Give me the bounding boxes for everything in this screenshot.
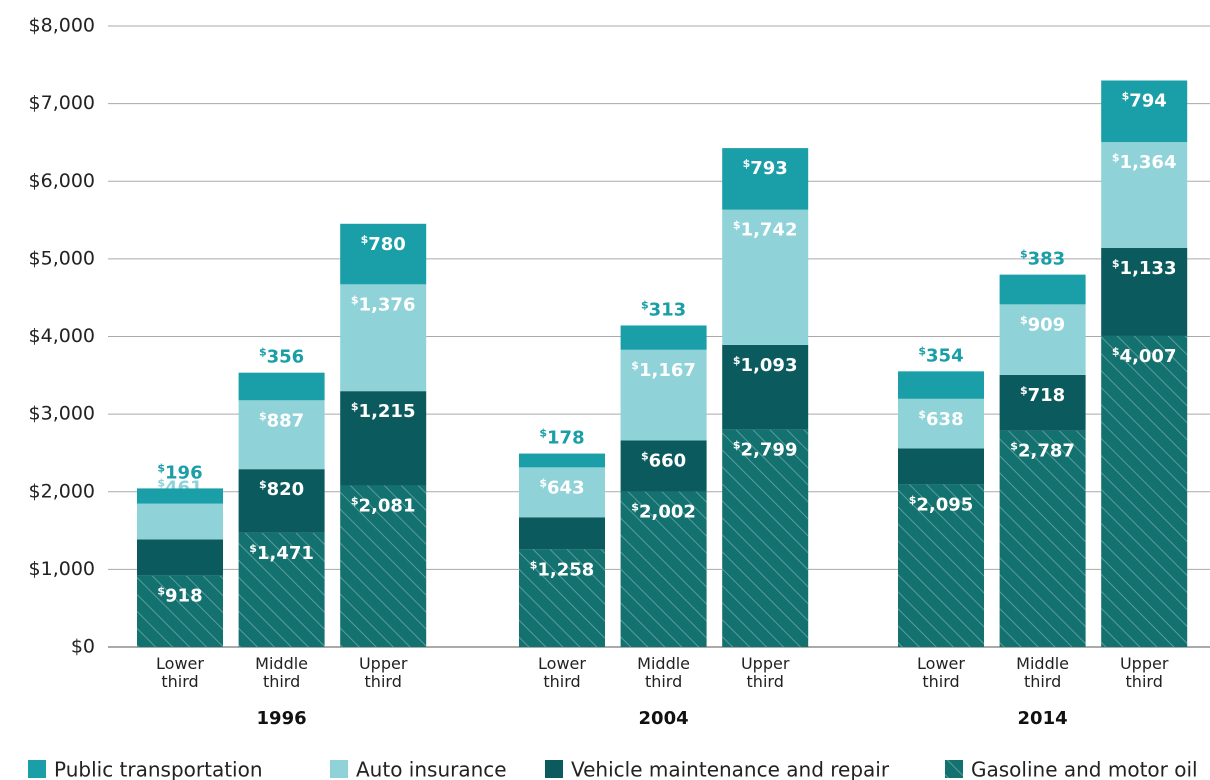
value-label: $2,081 [351, 494, 416, 516]
bar-hatch [340, 485, 427, 647]
legend-swatch [330, 760, 348, 778]
bar-segment [137, 488, 223, 504]
value-label: $2,799 [733, 439, 798, 461]
value-label: $887 [259, 409, 304, 431]
y-tick-label: $4,000 [29, 325, 95, 347]
x-tick-label: Upper third [358, 654, 408, 691]
x-tick-label: Upper third [1119, 654, 1169, 691]
bar-segment [238, 469, 325, 533]
value-label: $196 [157, 461, 202, 483]
legend-swatch [28, 760, 46, 778]
value-label: $356 [259, 346, 304, 368]
value-label: $1,376 [351, 293, 416, 315]
value-label: $2,787 [1010, 440, 1075, 462]
value-label: $660 [641, 449, 686, 471]
group-label: 2014 [1018, 708, 1068, 729]
value-label: $4,007 [1112, 345, 1177, 367]
x-tick-label: Middle third [255, 654, 309, 691]
y-tick-label: $0 [71, 636, 95, 658]
value-label: $2,002 [631, 501, 696, 523]
bar-segment [519, 467, 605, 518]
legend-hatch [945, 760, 963, 778]
bar-segment [340, 223, 427, 285]
bar-segment [238, 372, 325, 401]
value-label: $2,095 [909, 493, 974, 515]
value-label: $820 [259, 478, 304, 500]
legend-label: Public transportation [54, 758, 263, 780]
bar-segment [999, 374, 1086, 431]
value-label: $1,215 [351, 400, 416, 422]
value-label: $178 [539, 427, 584, 449]
value-label: $313 [641, 298, 686, 320]
bar-segment [620, 440, 707, 492]
bar-segment [238, 400, 325, 470]
value-label: $643 [539, 476, 584, 498]
bar-hatch [999, 430, 1086, 647]
bar-hatch [1101, 335, 1188, 647]
bar-segment [1101, 142, 1188, 249]
bar-hatch [898, 484, 984, 647]
bar-hatch [722, 429, 809, 647]
legend-swatch [545, 760, 563, 778]
group-label: 2004 [639, 708, 689, 729]
value-label: $354 [918, 344, 963, 366]
value-label: $1,364 [1112, 151, 1177, 173]
value-label: $718 [1020, 384, 1065, 406]
x-tick-label: Middle third [637, 654, 691, 691]
value-label: $780 [361, 233, 406, 255]
bar-segment [340, 284, 427, 392]
x-tick-label: Middle third [1016, 654, 1070, 691]
bar-hatch [620, 491, 707, 647]
value-label: $794 [1122, 89, 1167, 111]
bar-segment [898, 448, 984, 485]
bar-segment [898, 371, 984, 399]
value-label: $793 [743, 157, 788, 179]
bar-segment [722, 148, 809, 210]
x-tick-label: Lower third [917, 654, 965, 691]
value-label: $909 [1020, 313, 1065, 335]
value-label: $918 [157, 585, 202, 607]
value-label: $1,093 [733, 354, 798, 376]
bar-segment [620, 349, 707, 441]
x-tick-label: Upper third [740, 654, 790, 691]
bar-segment [340, 391, 427, 486]
value-label: $1,742 [733, 219, 798, 241]
value-label: $638 [918, 408, 963, 430]
value-label: $1,167 [631, 359, 696, 381]
y-tick-label: $1,000 [29, 558, 95, 580]
value-label: $383 [1020, 248, 1065, 270]
legend-label: Vehicle maintenance and repair [571, 758, 890, 780]
bar-segment [1101, 248, 1188, 336]
bar-segment [137, 539, 223, 576]
bar-segment [898, 398, 984, 449]
bar-segment [722, 209, 809, 345]
x-tick-label: Lower third [538, 654, 586, 691]
y-tick-label: $8,000 [29, 15, 95, 37]
bar-segment [519, 453, 605, 468]
bar-segment [137, 503, 223, 540]
bar-segment [999, 274, 1086, 305]
y-tick-label: $7,000 [29, 92, 95, 114]
legend-label: Gasoline and motor oil [971, 758, 1198, 780]
bar-segment [620, 325, 707, 350]
bar-segment [999, 304, 1086, 375]
bar-hatch [519, 549, 605, 647]
bar-hatch [137, 575, 223, 647]
y-tick-label: $6,000 [29, 170, 95, 192]
bar-segment [1101, 80, 1188, 143]
value-label: $1,258 [530, 558, 595, 580]
bar-hatch [238, 532, 325, 647]
legend-label: Auto insurance [356, 758, 507, 780]
bar-segment [519, 517, 605, 550]
x-tick-label: Lower third [156, 654, 204, 691]
y-tick-label: $3,000 [29, 403, 95, 425]
y-tick-label: $5,000 [29, 247, 95, 269]
bar-segment [722, 344, 809, 430]
value-label: $1,133 [1112, 257, 1177, 279]
y-tick-label: $2,000 [29, 480, 95, 502]
value-label: $1,471 [249, 542, 314, 564]
group-label: 1996 [257, 708, 307, 729]
